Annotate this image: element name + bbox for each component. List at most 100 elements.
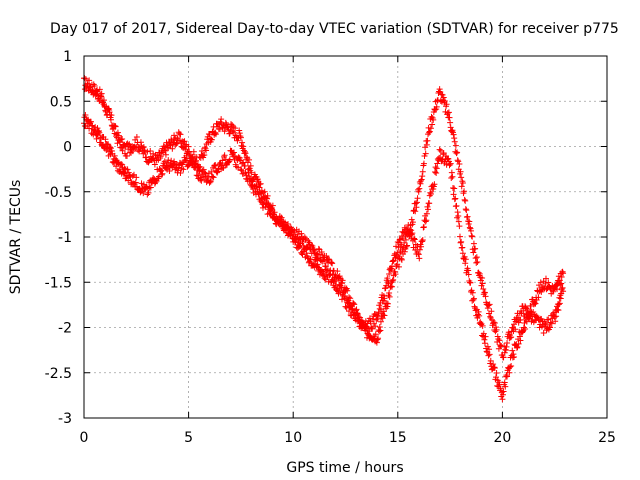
- data-point: [511, 353, 518, 360]
- data-point: [459, 250, 466, 257]
- data-point: [491, 364, 498, 371]
- data-point: [326, 272, 333, 279]
- data-point: [508, 362, 515, 369]
- data-point: [554, 306, 561, 313]
- data-point: [487, 360, 494, 367]
- data-point: [491, 319, 498, 326]
- data-point: [476, 312, 483, 319]
- data-point: [147, 184, 154, 191]
- data-point: [377, 318, 384, 325]
- data-point: [457, 168, 464, 175]
- data-point: [462, 206, 469, 213]
- data-point: [368, 324, 375, 331]
- data-point: [100, 97, 107, 104]
- data-point: [84, 80, 91, 87]
- data-point: [124, 166, 131, 173]
- data-point: [411, 207, 418, 214]
- data-point: [480, 286, 487, 293]
- data-point: [413, 199, 420, 206]
- data-point: [480, 330, 487, 337]
- data-point: [451, 185, 458, 192]
- data-point: [305, 238, 312, 245]
- data-point: [466, 218, 473, 225]
- data-point: [168, 157, 175, 164]
- data-point: [193, 172, 200, 179]
- data-point: [457, 239, 464, 246]
- data-point: [451, 196, 458, 203]
- data-point: [482, 293, 489, 300]
- data-point: [114, 129, 121, 136]
- data-point: [459, 179, 466, 186]
- data-point: [474, 311, 481, 318]
- data-point: [230, 149, 237, 156]
- data-point: [560, 288, 567, 295]
- data-point: [375, 335, 382, 342]
- y-tick-label: 1: [63, 49, 72, 65]
- data-point: [358, 319, 365, 326]
- data-point: [443, 101, 450, 108]
- data-point: [466, 224, 473, 231]
- data-point: [395, 263, 402, 270]
- data-point: [376, 328, 383, 335]
- data-point: [396, 236, 403, 243]
- data-point: [162, 147, 169, 154]
- data-point: [265, 200, 272, 207]
- data-point: [318, 249, 325, 256]
- y-tick-label: -1.5: [45, 275, 72, 291]
- data-point: [325, 256, 332, 263]
- data-point: [503, 343, 510, 350]
- data-point: [246, 177, 253, 184]
- data-point: [314, 261, 321, 268]
- data-point: [385, 280, 392, 287]
- data-point: [143, 154, 150, 161]
- data-point: [398, 255, 405, 262]
- data-point: [440, 94, 447, 101]
- data-points: [81, 75, 567, 403]
- data-point: [481, 336, 488, 343]
- data-point: [375, 312, 382, 319]
- y-tick-label: 0: [63, 140, 72, 156]
- data-point: [415, 250, 422, 257]
- data-point: [384, 300, 391, 307]
- data-point: [366, 315, 373, 322]
- data-point: [321, 275, 328, 282]
- data-point: [91, 82, 98, 89]
- data-point: [177, 131, 184, 138]
- data-point: [401, 248, 408, 255]
- data-point: [542, 280, 549, 287]
- data-point: [237, 133, 244, 140]
- data-point: [528, 309, 535, 316]
- data-point: [532, 300, 539, 307]
- data-point: [236, 130, 243, 137]
- data-point: [431, 181, 438, 188]
- data-point: [349, 305, 356, 312]
- data-point: [388, 283, 395, 290]
- data-point: [418, 176, 425, 183]
- data-point: [553, 313, 560, 320]
- data-point: [455, 158, 462, 165]
- data-point: [411, 236, 418, 243]
- data-point: [94, 125, 101, 132]
- data-point: [140, 143, 147, 150]
- data-point: [137, 139, 144, 146]
- data-point: [291, 238, 298, 245]
- data-point: [454, 209, 461, 216]
- data-point: [160, 143, 167, 150]
- data-point: [417, 180, 424, 187]
- data-point: [409, 230, 416, 237]
- data-point: [125, 169, 132, 176]
- data-point: [420, 160, 427, 167]
- data-point: [450, 185, 457, 192]
- data-point: [345, 297, 352, 304]
- data-point: [456, 233, 463, 240]
- data-point: [320, 258, 327, 265]
- data-point: [525, 312, 532, 319]
- y-tick-label: -0.5: [45, 185, 72, 201]
- data-point: [118, 161, 125, 168]
- data-point: [113, 163, 120, 170]
- data-point: [461, 188, 468, 195]
- data-point: [374, 336, 381, 343]
- data-point: [283, 224, 290, 231]
- data-point: [207, 178, 214, 185]
- data-point: [323, 266, 330, 273]
